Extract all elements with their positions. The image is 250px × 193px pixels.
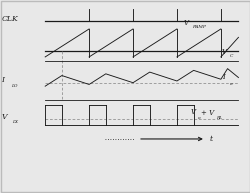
Text: V: V — [1, 113, 7, 121]
Text: o: o — [229, 82, 231, 86]
Text: LX: LX — [12, 120, 18, 124]
Text: LO: LO — [11, 84, 18, 88]
Text: RAMP: RAMP — [191, 25, 205, 29]
Text: CLK: CLK — [1, 15, 18, 23]
Text: + V: + V — [200, 109, 213, 117]
Text: I: I — [221, 74, 224, 81]
Text: V: V — [182, 19, 188, 27]
Text: t: t — [209, 135, 212, 143]
Text: I: I — [1, 76, 4, 84]
Text: RL: RL — [215, 116, 221, 120]
Text: V: V — [190, 108, 195, 116]
Text: V: V — [221, 47, 226, 56]
Text: o: o — [197, 116, 200, 120]
Text: C: C — [229, 54, 232, 58]
